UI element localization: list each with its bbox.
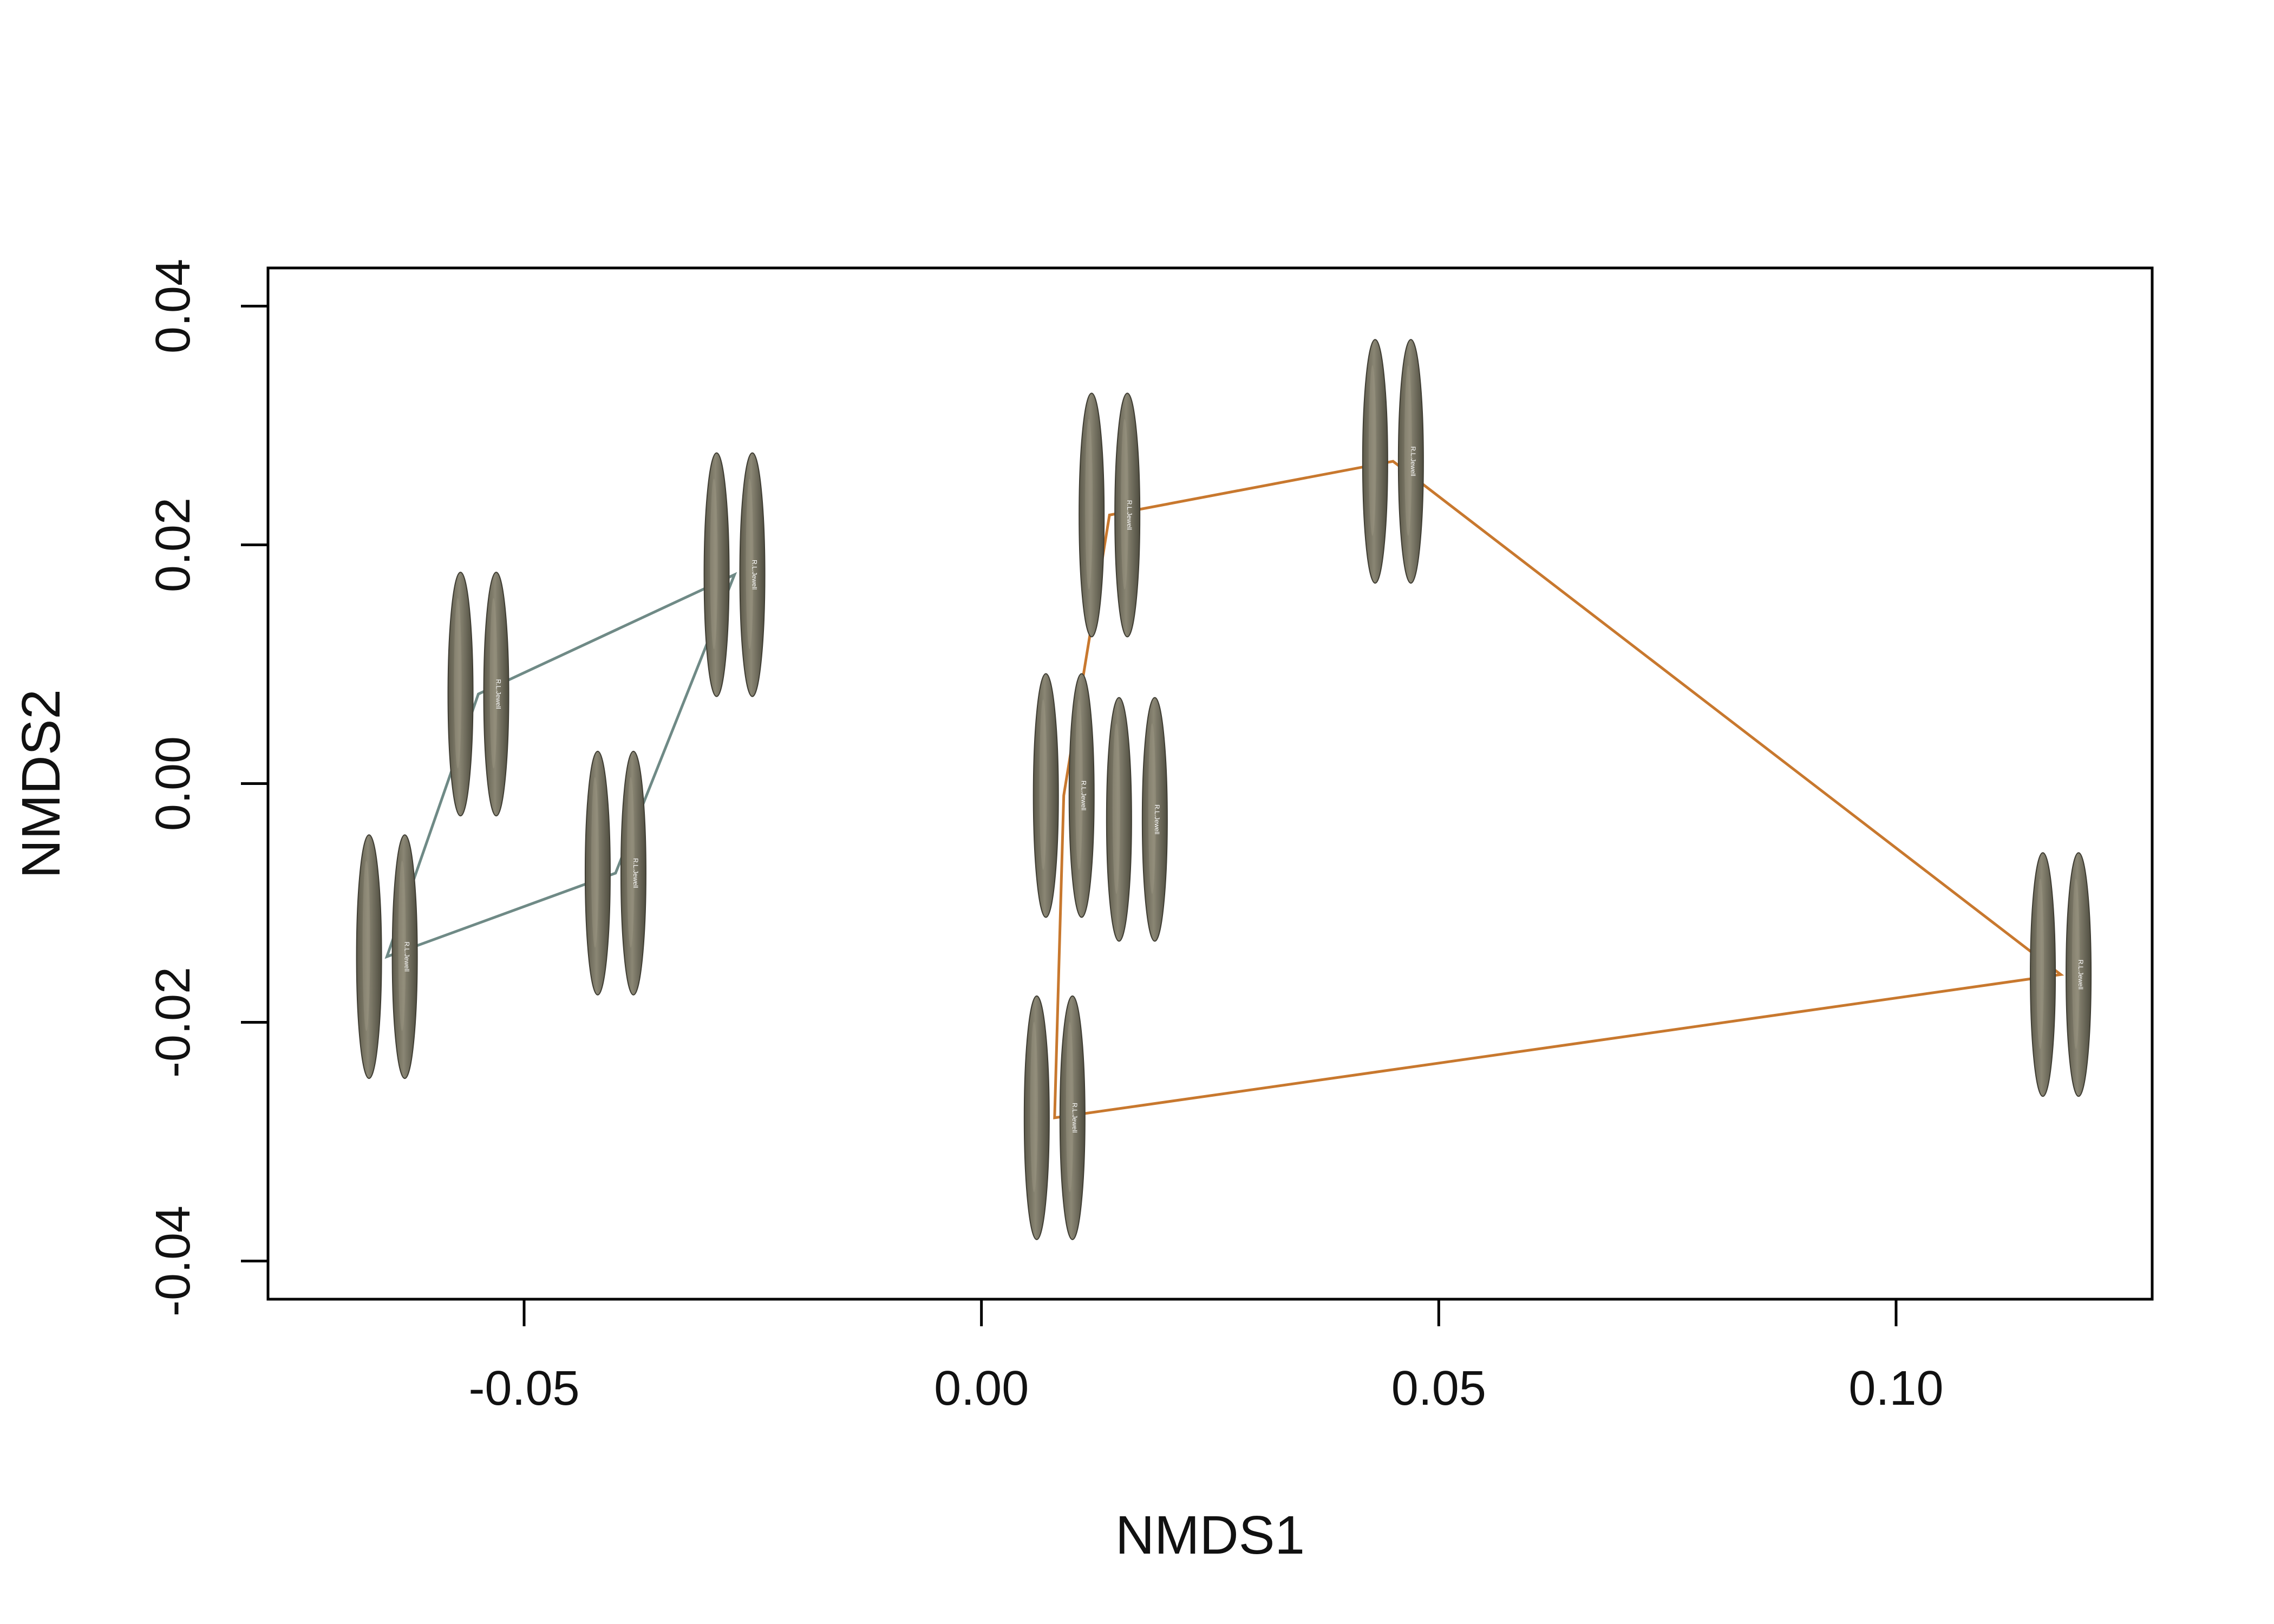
point-blade-photo [2030, 852, 2056, 1097]
point-blade-highlight [710, 479, 718, 650]
point-blade-photo [1106, 697, 1132, 942]
point-blade-photo [739, 452, 766, 697]
group-1-hull [384, 572, 737, 959]
specimen-label: R.L.Jewell [1071, 1103, 1079, 1132]
y-tick-label: -0.02 [146, 967, 200, 1078]
specimen-label: R.L.Jewell [632, 858, 639, 888]
point-blade-photo [447, 572, 474, 817]
y-tick-label: 0.00 [146, 736, 200, 831]
specimen-label: R.L.Jewell [1126, 500, 1133, 530]
specimen-label: R.L.Jewell [1409, 447, 1417, 476]
point-blade-highlight [489, 598, 498, 769]
plot-frame [266, 266, 2154, 1301]
point-blade-photo [584, 750, 611, 996]
x-axis-title: NMDS1 [1115, 1505, 1305, 1566]
data-point: R.L.Jewell [1106, 697, 1168, 942]
data-points: R.L.Jewell R.L.Jewell R.L.Jewell R.L.Jewell… [356, 339, 2092, 1240]
x-tick-label: 0.10 [1848, 1361, 1943, 1416]
specimen-label: R.L.Jewell [1153, 804, 1161, 834]
point-blade-photo [703, 452, 730, 697]
data-point: R.L.Jewell [2030, 852, 2092, 1097]
point-blade-highlight [1030, 1021, 1038, 1193]
convex-hulls [384, 460, 2064, 1119]
data-point: R.L.Jewell [584, 750, 646, 996]
point-blade-highlight [362, 860, 370, 1031]
data-point: R.L.Jewell [356, 834, 418, 1079]
y-tick-label: 0.02 [146, 497, 200, 592]
point-blade-highlight [591, 777, 599, 948]
data-point: R.L.Jewell [1023, 995, 1086, 1240]
point-blade-photo [1033, 673, 1059, 918]
point-blade-photo [1397, 339, 1424, 584]
point-blade-highlight [1121, 418, 1129, 590]
point-blade-highlight [2036, 878, 2044, 1049]
point-blade-photo [1362, 339, 1388, 584]
point-blade-photo [1068, 673, 1095, 918]
point-blade-photo [2066, 852, 2092, 1097]
point-blade-highlight [626, 777, 635, 948]
point-blade-highlight [1404, 365, 1412, 536]
point-blade-photo [1114, 392, 1141, 638]
point-blade-highlight [1066, 1021, 1074, 1193]
point-blade-photo [483, 572, 509, 817]
point-blade-photo [1141, 697, 1168, 942]
point-blade-highlight [1075, 699, 1083, 870]
x-tick-label: 0.05 [1391, 1361, 1486, 1416]
x-axis: -0.05 0.00 0.05 0.10 [468, 1298, 1944, 1416]
point-blade-highlight [398, 860, 406, 1031]
data-point: R.L.Jewell [1033, 673, 1095, 918]
data-point: R.L.Jewell [1079, 392, 1141, 638]
data-point: R.L.Jewell [1362, 339, 1424, 584]
point-blade-highlight [1085, 418, 1093, 590]
point-blade-highlight [746, 479, 754, 650]
group-2-hull [1053, 460, 2064, 1119]
y-tick-label: 0.04 [146, 259, 200, 353]
y-axis-title: NMDS2 [11, 689, 71, 879]
data-point: R.L.Jewell [447, 572, 509, 817]
point-blade-highlight [1039, 699, 1047, 870]
point-blade-photo [1023, 995, 1050, 1240]
data-point: R.L.Jewell [703, 452, 766, 697]
point-blade-photo [391, 834, 418, 1079]
point-blade-highlight [1112, 723, 1120, 894]
point-blade-highlight [454, 598, 462, 769]
specimen-label: R.L.Jewell [1080, 781, 1088, 810]
point-blade-photo [1079, 392, 1105, 638]
specimen-label: R.L.Jewell [2077, 960, 2084, 990]
specimen-label: R.L.Jewell [751, 560, 759, 590]
point-blade-photo [1059, 995, 1086, 1240]
specimen-label: R.L.Jewell [495, 679, 502, 709]
x-tick-label: 0.00 [934, 1361, 1029, 1416]
point-blade-photo [620, 750, 646, 996]
y-axis: -0.04 -0.02 0.00 0.02 0.04 [146, 259, 270, 1317]
specimen-label: R.L.Jewell [403, 942, 411, 972]
point-blade-photo [356, 834, 382, 1079]
x-tick-label: -0.05 [468, 1361, 579, 1416]
point-blade-highlight [1148, 723, 1156, 894]
point-blade-highlight [2072, 878, 2080, 1049]
point-blade-highlight [1368, 365, 1376, 536]
y-tick-label: -0.04 [146, 1206, 200, 1317]
